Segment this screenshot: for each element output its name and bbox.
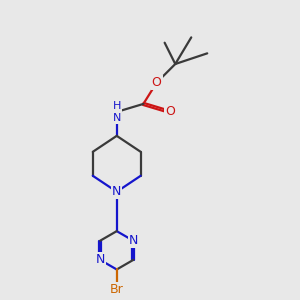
Text: N: N	[129, 234, 138, 247]
Text: N: N	[95, 254, 105, 266]
Text: O: O	[152, 76, 162, 89]
Text: Br: Br	[110, 283, 124, 296]
Text: N: N	[112, 185, 122, 198]
Text: H
N: H N	[112, 101, 121, 123]
Text: O: O	[165, 105, 175, 119]
